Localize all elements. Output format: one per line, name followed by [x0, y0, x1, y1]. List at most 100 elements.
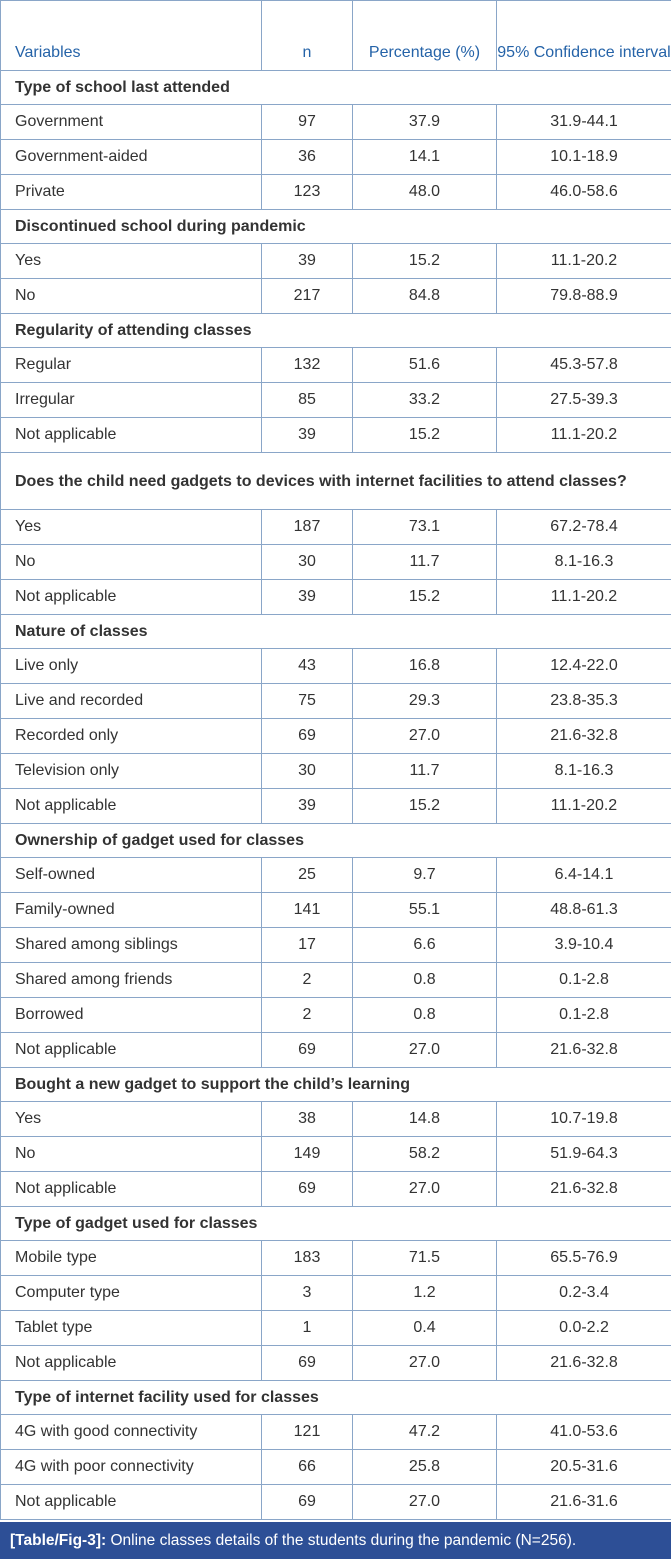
section-row: Type of school last attended — [1, 71, 671, 105]
row-label: Not applicable — [1, 580, 262, 615]
row-label: Self-owned — [1, 858, 262, 893]
section-title: Does the child need gadgets to devices w… — [1, 453, 671, 510]
cell: 11.7 — [353, 754, 497, 789]
row-label: Government — [1, 105, 262, 140]
cell: 97 — [262, 105, 353, 140]
cell: 0.8 — [353, 963, 497, 998]
cell: 2 — [262, 963, 353, 998]
cell: 14.8 — [353, 1102, 497, 1137]
cell: 39 — [262, 418, 353, 453]
row-label: Mobile type — [1, 1241, 262, 1276]
cell: 25.8 — [353, 1450, 497, 1485]
cell: 121 — [262, 1415, 353, 1450]
cell: 27.0 — [353, 1033, 497, 1068]
cell: 0.2-3.4 — [497, 1276, 671, 1311]
row-label: No — [1, 279, 262, 314]
cell: 29.3 — [353, 684, 497, 719]
caption-text: Online classes details of the students d… — [110, 1532, 576, 1549]
cell: 36 — [262, 140, 353, 175]
cell: 11.1-20.2 — [497, 244, 671, 279]
cell: 85 — [262, 383, 353, 418]
cell: 43 — [262, 649, 353, 684]
cell: 21.6-32.8 — [497, 719, 671, 754]
cell: 69 — [262, 1172, 353, 1207]
cell: 11.1-20.2 — [497, 418, 671, 453]
section-row: Regularity of attending classes — [1, 314, 671, 348]
row-label: Tablet type — [1, 1311, 262, 1346]
caption-label: [Table/Fig-3]: — [10, 1532, 106, 1549]
cell: 9.7 — [353, 858, 497, 893]
cell: 37.9 — [353, 105, 497, 140]
cell: 132 — [262, 348, 353, 383]
section-row: Bought a new gadget to support the child… — [1, 1068, 671, 1102]
cell: 41.0-53.6 — [497, 1415, 671, 1450]
cell: 6.4-14.1 — [497, 858, 671, 893]
cell: 65.5-76.9 — [497, 1241, 671, 1276]
section-title: Regularity of attending classes — [1, 314, 671, 348]
row-label: Private — [1, 175, 262, 210]
row-label: 4G with poor connectivity — [1, 1450, 262, 1485]
cell: 75 — [262, 684, 353, 719]
row-label: Not applicable — [1, 1172, 262, 1207]
cell: 15.2 — [353, 244, 497, 279]
cell: 217 — [262, 279, 353, 314]
cell: 0.1-2.8 — [497, 963, 671, 998]
cell: 48.0 — [353, 175, 497, 210]
row-label: Not applicable — [1, 1485, 262, 1520]
cell: 66 — [262, 1450, 353, 1485]
cell: 69 — [262, 1346, 353, 1381]
cell: 39 — [262, 789, 353, 824]
section-row: Nature of classes — [1, 615, 671, 649]
cell: 0.0-2.2 — [497, 1311, 671, 1346]
cell: 183 — [262, 1241, 353, 1276]
cell: 2 — [262, 998, 353, 1033]
cell: 23.8-35.3 — [497, 684, 671, 719]
row-label: Yes — [1, 244, 262, 279]
cell: 27.0 — [353, 1172, 497, 1207]
cell: 39 — [262, 244, 353, 279]
section-title: Discontinued school during pandemic — [1, 210, 671, 244]
cell: 27.0 — [353, 1346, 497, 1381]
cell: 39 — [262, 580, 353, 615]
cell: 27.5-39.3 — [497, 383, 671, 418]
cell: 16.8 — [353, 649, 497, 684]
cell: 0.4 — [353, 1311, 497, 1346]
section-title: Ownership of gadget used for classes — [1, 824, 671, 858]
cell: 30 — [262, 754, 353, 789]
cell: 149 — [262, 1137, 353, 1172]
row-label: Shared among friends — [1, 963, 262, 998]
cell: 3 — [262, 1276, 353, 1311]
cell: 73.1 — [353, 510, 497, 545]
cell: 25 — [262, 858, 353, 893]
cell: 8.1-16.3 — [497, 754, 671, 789]
cell: 21.6-32.8 — [497, 1172, 671, 1207]
cell: 123 — [262, 175, 353, 210]
cell: 46.0-58.6 — [497, 175, 671, 210]
header-cell: Percentage (%) — [353, 1, 497, 71]
cell: 15.2 — [353, 789, 497, 824]
header-cell: 95% Confidence interval — [497, 1, 671, 71]
cell: 27.0 — [353, 719, 497, 754]
cell: 27.0 — [353, 1485, 497, 1520]
cell: 21.6-31.6 — [497, 1485, 671, 1520]
cell: 12.4-22.0 — [497, 649, 671, 684]
